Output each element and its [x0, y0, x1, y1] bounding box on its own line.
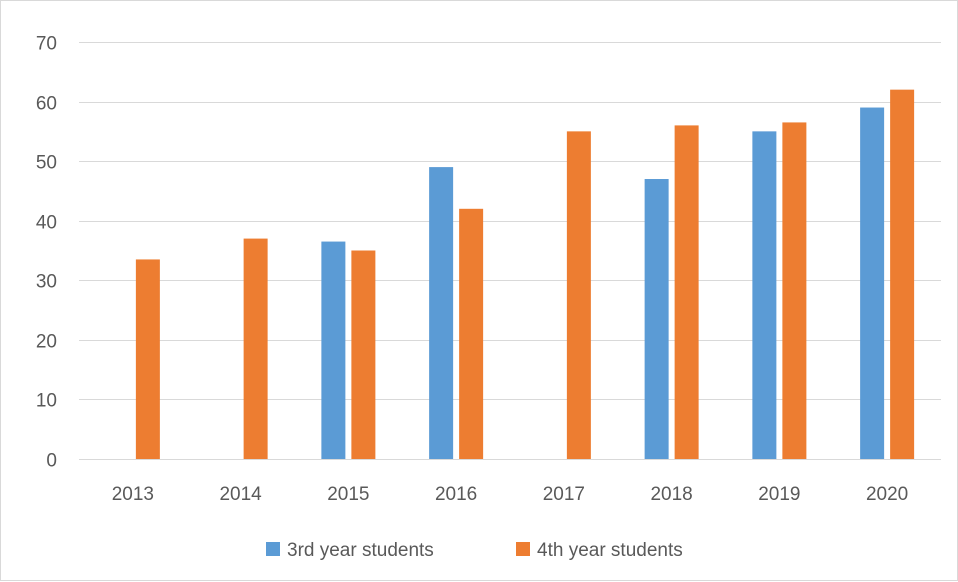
bar-3rd-year-2015 [321, 241, 346, 459]
y-tick-label: 0 [46, 451, 57, 472]
x-tick-label: 2017 [543, 484, 585, 505]
bar-4th-year-2015 [351, 250, 376, 459]
x-tick-label: 2016 [435, 484, 477, 505]
bar-4th-year-2018 [674, 125, 699, 460]
y-tick-label: 40 [36, 213, 57, 234]
y-tick-label: 10 [36, 391, 57, 412]
x-tick-label: 2015 [327, 484, 369, 505]
x-tick-label: 2014 [219, 484, 262, 505]
bar-4th-year-2020 [890, 89, 915, 460]
x-tick-label: 2013 [112, 484, 154, 505]
bar-4th-year-2016 [459, 208, 484, 459]
bar-3rd-year-2018 [644, 179, 669, 459]
x-tick-label: 2019 [758, 484, 800, 505]
y-axis-ticks: 0 10 20 30 40 50 60 70 [36, 34, 57, 472]
x-tick-label: 2020 [866, 484, 908, 505]
legend: 3rd year students 4th year students [266, 540, 683, 561]
x-tick-label: 2018 [650, 484, 692, 505]
bar-4th-year-2017 [566, 131, 591, 459]
bar-3rd-year-2019 [752, 131, 777, 459]
y-tick-label: 20 [36, 332, 57, 353]
y-tick-label: 70 [36, 34, 57, 55]
bar-4th-year-2013 [135, 259, 160, 459]
grid-layer [79, 42, 941, 460]
y-tick-label: 30 [36, 272, 57, 293]
x-axis-ticks: 2013 2014 2015 2016 2017 2018 2019 2020 [112, 484, 909, 505]
legend-label: 3rd year students [287, 540, 434, 561]
bar-4th-year-2014 [243, 238, 268, 459]
bars-layer [135, 89, 915, 460]
legend-label: 4th year students [537, 540, 683, 561]
legend-swatch [516, 542, 530, 556]
y-tick-label: 60 [36, 94, 57, 115]
bar-4th-year-2019 [782, 122, 807, 460]
bar-3rd-year-2016 [429, 167, 454, 459]
bar-3rd-year-2020 [860, 107, 885, 460]
y-tick-label: 50 [36, 153, 57, 174]
legend-swatch [266, 542, 280, 556]
